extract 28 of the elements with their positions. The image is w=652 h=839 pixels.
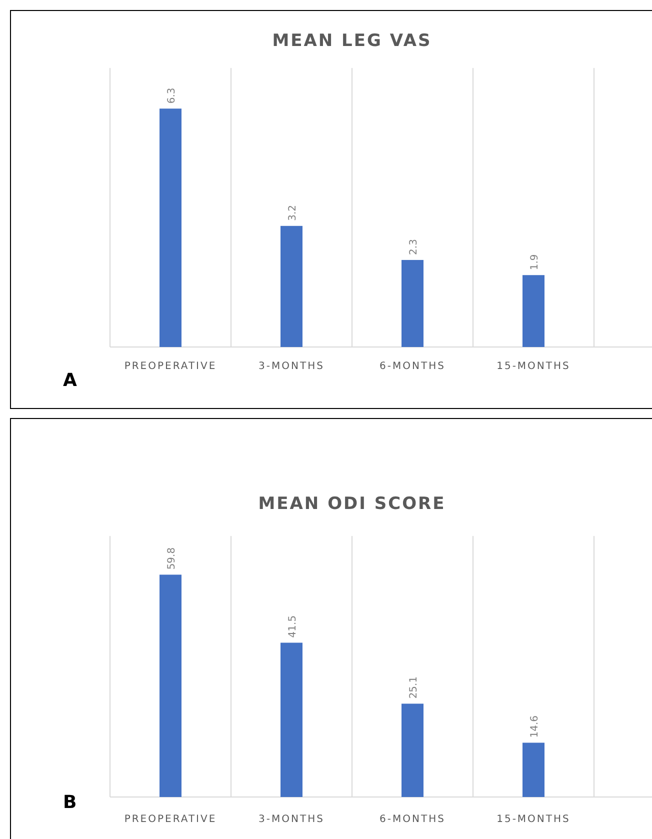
x-tick-label: 6-MONTHS: [380, 814, 446, 825]
x-tick-label: 15-MONTHS: [496, 814, 570, 825]
data-label: 1.9: [530, 254, 540, 270]
bar: [280, 642, 302, 797]
data-label: 3.2: [288, 205, 298, 221]
x-tick-label: 6-MONTHS: [380, 361, 446, 372]
data-label: 41.5: [288, 615, 298, 638]
data-label: 14.6: [530, 715, 540, 738]
data-label: 2.3: [408, 239, 420, 255]
bar: [522, 742, 544, 797]
bar: [160, 108, 182, 347]
bar: [402, 260, 424, 347]
bar: [402, 704, 424, 797]
text: A: [63, 370, 77, 391]
data-label: 25.1: [408, 676, 420, 699]
text: B: [63, 792, 77, 813]
chart-title: MEAN ODI SCORE: [258, 494, 446, 514]
data-label: 59.8: [166, 547, 178, 570]
x-tick-label: 15-MONTHS: [496, 361, 570, 372]
bar: [160, 574, 182, 797]
x-tick-label: 3-MONTHS: [258, 814, 324, 825]
chart-title: MEAN LEG VAS: [272, 31, 432, 51]
bar: [522, 275, 544, 347]
x-tick-label: PREOPERATIVE: [124, 361, 217, 372]
x-tick-label: PREOPERATIVE: [124, 814, 217, 825]
data-label: 6.3: [166, 88, 178, 104]
x-tick-label: 3-MONTHS: [258, 361, 324, 372]
bar: [280, 226, 302, 347]
